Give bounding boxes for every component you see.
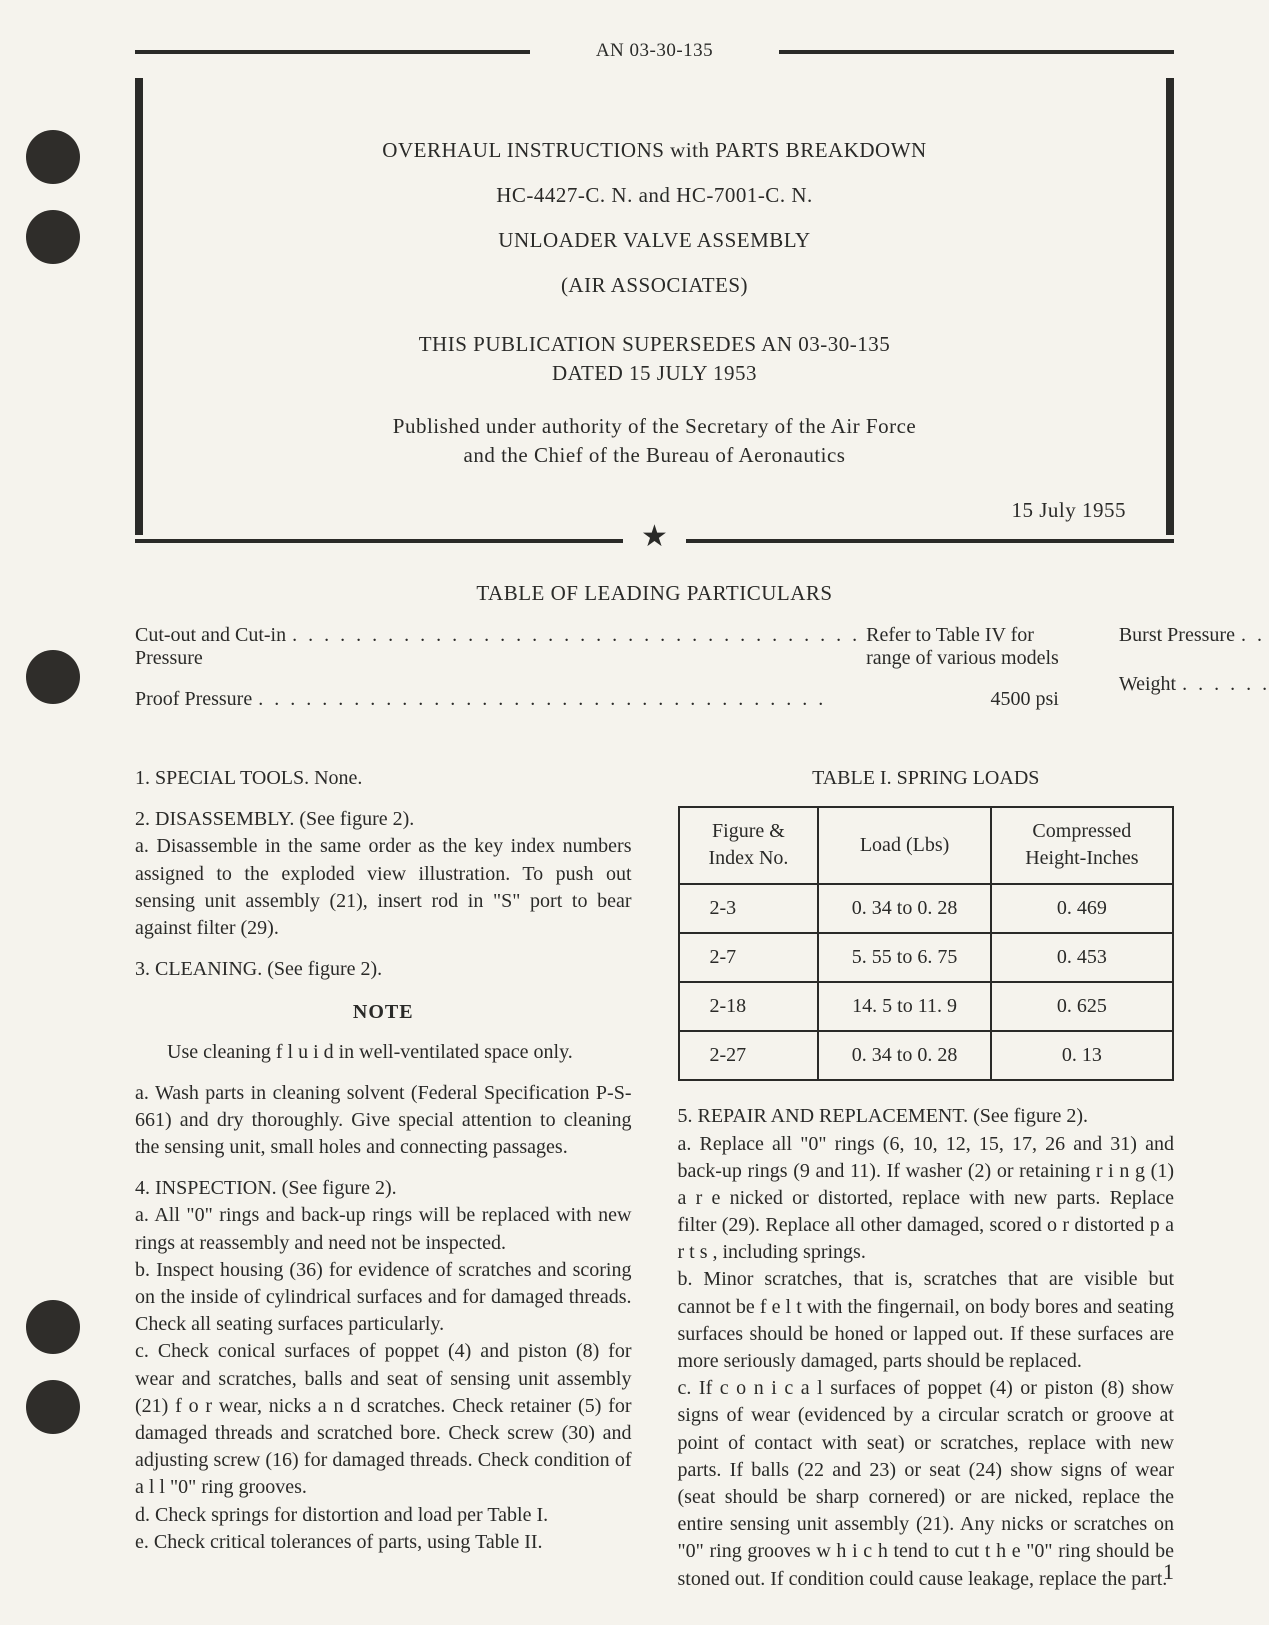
particulars-label: Weight: [1119, 673, 1176, 696]
particulars-block: Cut-out and Cut-in Pressure Refer to Tab…: [135, 624, 1174, 729]
table-cell: 0. 13: [991, 1031, 1173, 1080]
punch-hole: [26, 210, 80, 264]
table-cell: 0. 453: [991, 933, 1173, 982]
note-heading: NOTE: [135, 999, 632, 1026]
section-4a: a. All "0" rings and back-up rings will …: [135, 1202, 632, 1256]
particulars-label: Pressure: [135, 647, 203, 669]
title-line: (AIR ASSOCIATES): [183, 273, 1126, 298]
title-line: UNLOADER VALVE ASSEMBLY: [183, 228, 1126, 253]
section-2a: a. Disassemble in the same order as the …: [135, 833, 632, 942]
authority-line: Published under authority of the Secreta…: [183, 414, 1126, 439]
table-row: 2-30. 34 to 0. 280. 469: [679, 884, 1174, 933]
particulars-row: Burst Pressure 7500 psi: [1119, 624, 1269, 647]
table-header-row: Figure & Index No. Load (Lbs) Compressed…: [679, 807, 1174, 883]
punch-hole: [26, 1300, 80, 1354]
particulars-title: TABLE OF LEADING PARTICULARS: [135, 581, 1174, 606]
table-row: 2-1814. 5 to 11. 90. 625: [679, 982, 1174, 1031]
star-rule: ★: [135, 529, 1174, 553]
section-5-head: 5. REPAIR AND REPLACEMENT. (See figure 2…: [678, 1103, 1175, 1130]
spring-loads-table: Figure & Index No. Load (Lbs) Compressed…: [678, 806, 1175, 1081]
section-4-head: 4. INSPECTION. (See figure 2).: [135, 1175, 632, 1202]
section-3-head: 3. CLEANING. (See figure 2).: [135, 956, 632, 983]
section-1: 1. SPECIAL TOOLS. None.: [135, 765, 632, 792]
table-cell: 0. 34 to 0. 28: [818, 884, 990, 933]
table-header: Load (Lbs): [818, 807, 990, 883]
section-4d: d. Check springs for distortion and load…: [135, 1502, 632, 1529]
particulars-value: range of various models: [866, 647, 1059, 669]
table-cell: 2-18: [679, 982, 819, 1031]
table-caption: TABLE I. SPRING LOADS: [678, 765, 1175, 792]
supersedes-line: THIS PUBLICATION SUPERSEDES AN 03-30-135: [183, 332, 1126, 357]
left-column: 1. SPECIAL TOOLS. None. 2. DISASSEMBLY. …: [135, 765, 632, 1607]
particulars-label: Proof Pressure: [135, 688, 252, 711]
section-4e: e. Check critical tolerances of parts, u…: [135, 1529, 632, 1556]
punch-hole: [26, 130, 80, 184]
table-row: 2-75. 55 to 6. 750. 453: [679, 933, 1174, 982]
body-columns: 1. SPECIAL TOOLS. None. 2. DISASSEMBLY. …: [135, 765, 1174, 1607]
section-5a: a. Replace all "0" rings (6, 10, 12, 15,…: [678, 1131, 1175, 1267]
particulars-row: Cut-out and Cut-in Pressure Refer to Tab…: [135, 624, 1059, 670]
table-cell: 14. 5 to 11. 9: [818, 982, 990, 1031]
table-cell: 0. 34 to 0. 28: [818, 1031, 990, 1080]
table-cell: 2-7: [679, 933, 819, 982]
particulars-row: Weight 0. 70 lb: [1119, 673, 1269, 696]
star-icon: ★: [135, 525, 1174, 549]
section-4c: c. Check conical surfaces of poppet (4) …: [135, 1338, 632, 1501]
table-cell: 0. 469: [991, 884, 1173, 933]
particulars-value: 4500 psi: [991, 688, 1059, 711]
punch-hole: [26, 1380, 80, 1434]
table-row: 2-270. 34 to 0. 280. 13: [679, 1031, 1174, 1080]
table-cell: 5. 55 to 6. 75: [818, 933, 990, 982]
section-3a: a. Wash parts in cleaning solvent (Feder…: [135, 1080, 632, 1162]
table-cell: 0. 625: [991, 982, 1173, 1031]
title-box: OVERHAUL INSTRUCTIONS with PARTS BREAKDO…: [135, 78, 1174, 535]
section-5b: b. Minor scratches, that is, scratches t…: [678, 1266, 1175, 1375]
section-4b: b. Inspect housing (36) for evidence of …: [135, 1257, 632, 1339]
particulars-row: Proof Pressure 4500 psi: [135, 688, 1059, 711]
note-body: Use cleaning f l u i d in well-ventilate…: [135, 1039, 632, 1066]
page-number: 1: [1163, 1559, 1174, 1585]
table-cell: 2-3: [679, 884, 819, 933]
section-5c: c. If c o n i c a l surfaces of poppet (…: [678, 1375, 1175, 1593]
section-2-head: 2. DISASSEMBLY. (See figure 2).: [135, 806, 632, 833]
right-column: TABLE I. SPRING LOADS Figure & Index No.…: [678, 765, 1175, 1607]
table-header: Compressed Height-Inches: [991, 807, 1173, 883]
title-line: OVERHAUL INSTRUCTIONS with PARTS BREAKDO…: [183, 138, 1126, 163]
table-header: Figure & Index No.: [679, 807, 819, 883]
title-line: HC-4427-C. N. and HC-7001-C. N.: [183, 183, 1126, 208]
particulars-label: Burst Pressure: [1119, 624, 1235, 647]
particulars-label: Cut-out and Cut-in: [135, 624, 286, 646]
page: AN 03-30-135 OVERHAUL INSTRUCTIONS with …: [0, 0, 1269, 1625]
punch-hole: [26, 650, 80, 704]
header-rule: AN 03-30-135: [135, 40, 1174, 68]
particulars-value: Refer to Table IV for: [866, 624, 1034, 646]
supersedes-line: DATED 15 JULY 1953: [183, 361, 1126, 386]
authority-line: and the Chief of the Bureau of Aeronauti…: [183, 443, 1126, 468]
table-cell: 2-27: [679, 1031, 819, 1080]
